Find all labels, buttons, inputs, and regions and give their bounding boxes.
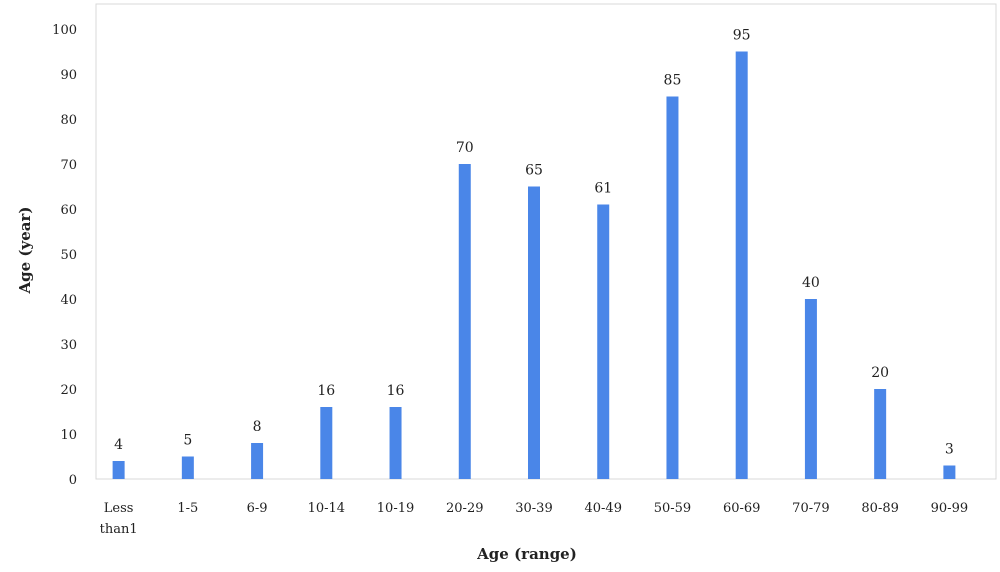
bar (528, 186, 540, 479)
y-tick-label: 30 (60, 338, 77, 353)
x-axis-title: Age (range) (476, 545, 577, 563)
data-label: 3 (945, 442, 954, 458)
y-axis-title: Age (year) (16, 207, 34, 295)
x-tick-label: 70-79 (792, 501, 829, 516)
data-label: 61 (594, 181, 612, 197)
data-label: 95 (733, 28, 751, 44)
bar (597, 204, 610, 479)
x-tick-label: 50-59 (654, 501, 691, 516)
x-tick-label: 40-49 (584, 501, 621, 516)
x-tick-label: 30-39 (515, 501, 552, 516)
x-tick-label: 60-69 (723, 501, 760, 516)
bar (320, 407, 333, 479)
x-tick-label: 1-5 (177, 501, 198, 516)
y-tick-label: 10 (60, 428, 77, 443)
bar (389, 407, 402, 479)
bar (804, 299, 817, 479)
x-tick-label: 80-89 (861, 501, 898, 516)
data-label: 5 (183, 433, 192, 449)
y-tick-label: 100 (52, 23, 77, 38)
x-tick-label: 10-19 (377, 501, 414, 516)
y-tick-label: 20 (60, 383, 77, 398)
bar (874, 389, 887, 479)
data-label: 16 (387, 383, 405, 399)
data-label: 8 (253, 419, 262, 435)
y-tick-label: 90 (60, 68, 77, 83)
y-tick-label: 80 (60, 113, 77, 128)
bar (666, 96, 679, 479)
bar (112, 461, 125, 479)
x-axis-ticks: Less than1 1-5 6-9 10-14 10-19 20-29 30-39 40-49… (100, 501, 969, 537)
x-tick-label: 20-29 (446, 501, 483, 516)
data-label: 16 (317, 383, 335, 399)
data-label: 65 (525, 163, 543, 179)
y-axis-ticks: 0 10 20 30 40 50 60 70 80 90 100 (52, 23, 77, 488)
y-tick-label: 40 (60, 293, 77, 308)
data-label: 85 (664, 73, 682, 89)
x-tick-label: Less than1 (100, 501, 138, 537)
data-label: 20 (871, 365, 889, 381)
bar (943, 465, 956, 479)
bar (735, 51, 748, 479)
y-tick-label: 70 (60, 158, 77, 173)
y-tick-label: 60 (60, 203, 77, 218)
bars (112, 51, 956, 479)
bar (251, 443, 264, 479)
y-tick-label: 50 (60, 248, 77, 263)
data-label: 40 (802, 275, 820, 291)
data-labels: 4 5 8 16 16 70 65 61 85 95 40 20 3 (114, 28, 954, 458)
x-tick-label: 10-14 (308, 501, 345, 516)
chart-frame (95, 3, 997, 480)
y-tick-label: 0 (69, 473, 77, 488)
bar (181, 456, 194, 479)
bar (458, 164, 471, 479)
x-tick-label: 90-99 (931, 501, 968, 516)
x-tick-label: 6-9 (247, 501, 268, 516)
data-label: 70 (456, 140, 474, 156)
data-label: 4 (114, 437, 123, 453)
